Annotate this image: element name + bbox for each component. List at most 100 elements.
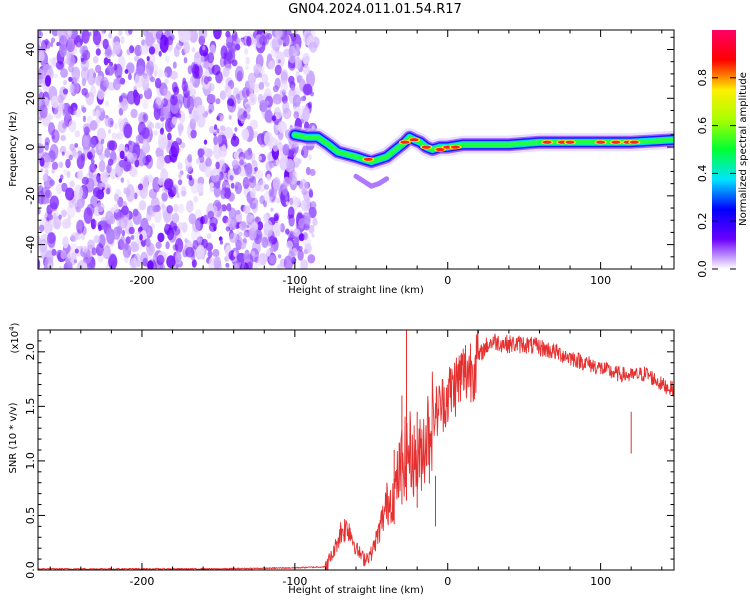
noise-blob bbox=[192, 219, 201, 233]
noise-blob bbox=[212, 217, 217, 223]
noise-blob bbox=[108, 254, 118, 269]
noise-blob bbox=[38, 134, 43, 145]
noise-blob bbox=[191, 47, 196, 53]
colorbar-gradient bbox=[712, 30, 736, 269]
x-tick-label: 0 bbox=[444, 274, 451, 287]
noise-blob bbox=[134, 44, 143, 57]
noise-blob bbox=[74, 184, 83, 200]
spectrogram-y-axis-label: Frequency (Hz) bbox=[8, 111, 19, 187]
noise-blob bbox=[308, 206, 317, 219]
noise-blob bbox=[98, 144, 103, 150]
noise-blob bbox=[303, 83, 313, 95]
noise-blob bbox=[150, 76, 155, 83]
noise-blob bbox=[203, 76, 209, 85]
noise-blob bbox=[45, 189, 52, 199]
noise-blob bbox=[148, 122, 154, 130]
noise-blob bbox=[224, 255, 229, 262]
noise-blob bbox=[251, 202, 257, 210]
noise-blob bbox=[292, 94, 301, 107]
noise-blob bbox=[196, 114, 206, 128]
noise-blob bbox=[141, 127, 150, 139]
noise-blob bbox=[186, 200, 194, 213]
noise-blob bbox=[194, 52, 200, 59]
noise-blob bbox=[155, 241, 162, 249]
noise-blob bbox=[230, 217, 238, 230]
noise-blob bbox=[116, 217, 122, 227]
noise-blob bbox=[280, 69, 289, 82]
noise-blob bbox=[128, 30, 133, 35]
snr-line-group bbox=[38, 330, 674, 570]
noise-blob bbox=[38, 143, 45, 154]
noise-blob bbox=[69, 143, 75, 152]
noise-blob bbox=[61, 151, 65, 156]
noise-blob bbox=[304, 181, 311, 189]
snr-y-axis-label: SNR (10 * v/v) bbox=[8, 402, 19, 473]
noise-blob bbox=[96, 127, 106, 143]
noise-blob bbox=[307, 254, 316, 264]
noise-blob bbox=[156, 155, 165, 170]
noise-blob bbox=[181, 80, 188, 92]
noise-blob bbox=[74, 248, 79, 254]
noise-blob bbox=[104, 48, 113, 58]
noise-blob bbox=[94, 220, 98, 226]
noise-blob bbox=[154, 209, 162, 223]
noise-blob bbox=[271, 115, 277, 122]
noise-blob bbox=[235, 93, 240, 100]
noise-blob bbox=[227, 216, 237, 228]
noise-blob bbox=[283, 176, 291, 187]
noise-blob bbox=[226, 41, 232, 49]
noise-blob bbox=[240, 38, 245, 46]
noise-blob bbox=[170, 94, 178, 106]
noise-blob bbox=[171, 116, 177, 125]
noise-blob bbox=[242, 176, 250, 189]
noise-blob bbox=[285, 194, 289, 201]
noise-blob bbox=[44, 169, 49, 176]
noise-blob bbox=[89, 136, 97, 149]
noise-blob bbox=[153, 130, 158, 136]
noise-blob bbox=[168, 189, 175, 199]
noise-blob bbox=[147, 260, 154, 269]
noise-blob bbox=[233, 251, 237, 257]
noise-blob bbox=[184, 30, 191, 41]
noise-blob bbox=[100, 76, 109, 92]
noise-blob bbox=[118, 95, 123, 103]
noise-blob bbox=[296, 180, 301, 186]
noise-blob bbox=[241, 128, 250, 141]
noise-blob bbox=[125, 184, 135, 203]
noise-blob bbox=[178, 173, 182, 179]
noise-blob bbox=[275, 159, 280, 166]
noise-blob bbox=[114, 63, 123, 79]
noise-blob bbox=[152, 103, 159, 111]
noise-blob bbox=[177, 221, 184, 230]
noise-blob bbox=[42, 173, 49, 183]
noise-blob bbox=[246, 36, 252, 47]
noise-blob bbox=[96, 173, 101, 183]
noise-blob bbox=[254, 183, 261, 192]
noise-blob bbox=[293, 111, 300, 120]
noise-blob bbox=[67, 54, 76, 68]
noise-blob bbox=[198, 30, 208, 40]
noise-blob bbox=[82, 245, 88, 253]
noise-blob bbox=[277, 120, 287, 133]
noise-blob bbox=[95, 64, 102, 74]
noise-blob bbox=[228, 64, 232, 69]
noise-blob bbox=[64, 57, 71, 65]
noise-blob bbox=[66, 170, 71, 179]
ridge-hotspot bbox=[435, 147, 445, 152]
noise-blob bbox=[171, 81, 178, 93]
noise-blob bbox=[112, 41, 121, 55]
noise-blob bbox=[213, 124, 218, 131]
noise-blob bbox=[243, 251, 251, 264]
noise-blob bbox=[235, 43, 241, 51]
x-tick-label: 100 bbox=[590, 274, 611, 287]
noise-blob bbox=[127, 73, 132, 81]
noise-blob bbox=[100, 138, 105, 145]
noise-blob bbox=[59, 174, 64, 180]
y-tick-label: 1.0 bbox=[24, 452, 37, 470]
noise-blob bbox=[68, 76, 73, 82]
noise-blob bbox=[161, 98, 168, 108]
noise-blob bbox=[312, 217, 318, 227]
noise-blob bbox=[282, 107, 292, 120]
noise-blob bbox=[65, 187, 75, 201]
